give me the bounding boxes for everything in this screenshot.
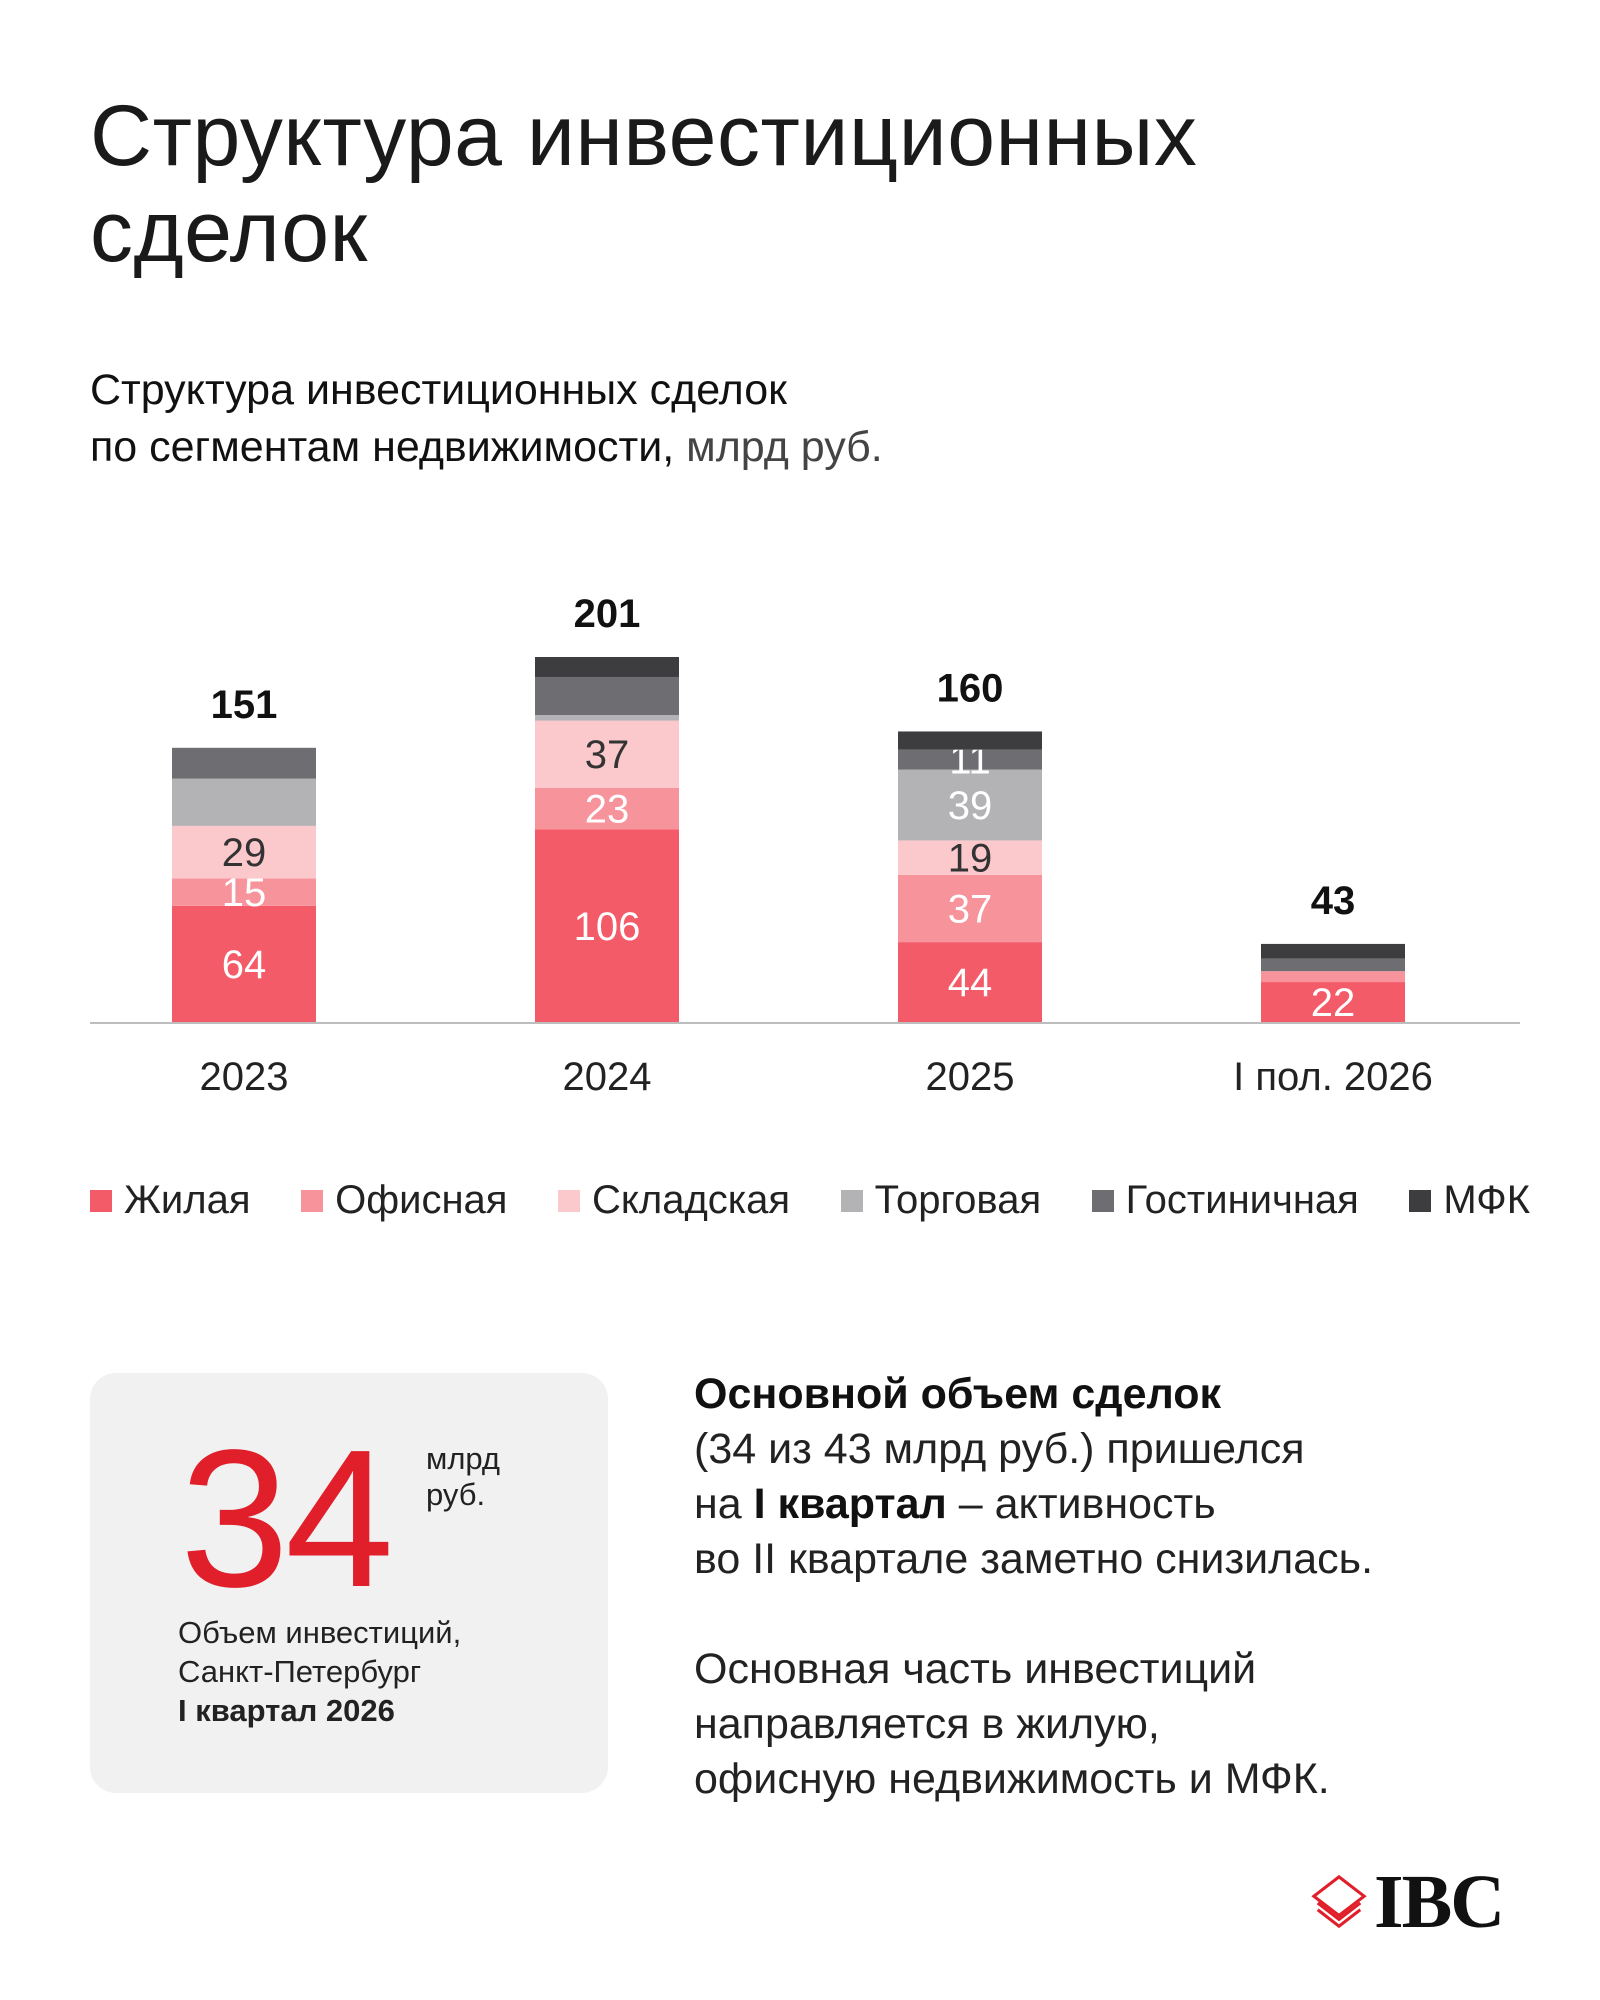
- summary-p1-line2: (34 из 43 млрд руб.) пришелся: [694, 1425, 1305, 1473]
- legend-item: Складская: [558, 1178, 790, 1223]
- legend-swatch: [558, 1189, 581, 1212]
- legend-label: Жилая: [124, 1178, 251, 1222]
- stat-card: 34 млрд руб. Объем инвестиций, Санкт-Пет…: [90, 1373, 608, 1793]
- stacked-bar-chart: 6415291512023106233720120244437193911160…: [90, 592, 1520, 1099]
- legend-swatch: [301, 1189, 324, 1212]
- legend-swatch: [1091, 1189, 1114, 1212]
- bar-segment: [898, 731, 1042, 750]
- logo-text: IBC: [1374, 1860, 1505, 1944]
- segment-value-label: 106: [574, 905, 641, 949]
- bar-segment: [535, 715, 679, 721]
- chart-legend: Жилая Офисная Складская Торговая Гостиничная…: [90, 1178, 1530, 1223]
- chart-title-line2: по сегментам недвижимости,: [90, 423, 675, 471]
- bar-segment: [172, 747, 316, 779]
- bar-segment: [535, 829, 679, 1022]
- category-label: 2024: [563, 1055, 652, 1099]
- summary-p1-line3-pre: на: [694, 1480, 754, 1528]
- bar-segment: [535, 657, 679, 677]
- ibc-layers-icon: [1311, 1874, 1367, 1929]
- summary-p1-line3-post: – активность: [946, 1480, 1216, 1528]
- summary-p1-line3-bold: I квартал: [753, 1480, 947, 1528]
- bar-segment: [1261, 958, 1405, 972]
- segment-value-label: 23: [585, 788, 630, 832]
- category-label: 2025: [926, 1055, 1015, 1099]
- summary-paragraph-1: Основной объем сделок (34 из 43 млрд руб…: [694, 1367, 1554, 1587]
- page-title-line2: сделок: [90, 184, 368, 280]
- stat-desc-line1: Объем инвестиций,: [178, 1615, 462, 1650]
- bar-total-label: 160: [937, 666, 1004, 710]
- legend-item: Офисная: [301, 1178, 507, 1223]
- stat-desc-line3: I квартал 2026: [178, 1693, 395, 1728]
- stat-unit-line2: руб.: [426, 1477, 486, 1512]
- page-title-line1: Структура инвестиционных: [90, 88, 1198, 184]
- bar-segment: [1261, 943, 1405, 959]
- bar-segment: [535, 787, 679, 830]
- bar-segment: [172, 778, 316, 826]
- bar-segment: [535, 676, 679, 716]
- bar-segment: [898, 840, 1042, 875]
- stat-value: 34: [180, 1409, 394, 1628]
- legend-label: Складская: [592, 1178, 791, 1222]
- segment-value-label: 37: [948, 888, 993, 932]
- bar-segment: [898, 749, 1042, 770]
- legend-label: Торговая: [874, 1178, 1042, 1222]
- stat-desc-line2: Санкт-Петербург: [178, 1654, 422, 1689]
- legend-swatch: [840, 1189, 863, 1212]
- stat-unit: млрд руб.: [426, 1441, 586, 1513]
- legend-item: МФК: [1409, 1178, 1530, 1223]
- bar-segment: [172, 878, 316, 906]
- stat-description: Объем инвестиций, Санкт-Петербург I квар…: [178, 1613, 598, 1730]
- category-label: I пол. 2026: [1233, 1055, 1433, 1099]
- segment-value-label: 64: [222, 943, 267, 987]
- stat-unit-line1: млрд: [426, 1441, 501, 1476]
- segment-value-label: 44: [948, 961, 993, 1005]
- segment-value-label: 22: [1311, 981, 1356, 1025]
- segment-value-label: 19: [948, 837, 993, 881]
- ibc-logo: IBC: [1310, 1862, 1530, 1942]
- bar-segment: [898, 769, 1042, 841]
- legend-swatch: [1409, 1189, 1432, 1212]
- segment-value-label: 39: [948, 784, 993, 828]
- summary-p1-line4: во II квартале заметно снизилась.: [694, 1535, 1374, 1583]
- summary-p2-line2: направляется в жилую,: [694, 1700, 1160, 1748]
- bar-segment: [535, 720, 679, 788]
- chart-title: Структура инвестиционных сделок по сегме…: [90, 362, 1530, 476]
- summary-text: Основной объем сделок (34 из 43 млрд руб…: [694, 1367, 1554, 1807]
- summary-p2-line1: Основная часть инвестиций: [694, 1645, 1257, 1693]
- bar-total-label: 151: [211, 683, 278, 727]
- bar-total-label: 43: [1311, 879, 1356, 923]
- legend-swatch: [90, 1189, 112, 1212]
- bar-segment: [898, 942, 1042, 1022]
- bar-segment: [898, 874, 1042, 943]
- chart-title-line1: Структура инвестиционных сделок: [90, 366, 787, 414]
- category-label: 2023: [200, 1055, 289, 1099]
- chart-title-unit: млрд руб.: [674, 423, 883, 471]
- summary-p1-bold: Основной объем сделок: [694, 1370, 1222, 1418]
- bar-segment: [172, 825, 316, 879]
- segment-value-label: 37: [585, 733, 630, 777]
- bar-total-label: 201: [574, 592, 641, 636]
- legend-label: МФК: [1443, 1178, 1530, 1222]
- bar-segment: [172, 905, 316, 1022]
- summary-p2-line3: офисную недвижимость и МФК.: [694, 1755, 1330, 1803]
- legend-item: Торговая: [840, 1178, 1042, 1223]
- summary-paragraph-2: Основная часть инвестиций направляется в…: [694, 1642, 1554, 1807]
- legend-label: Гостиничная: [1125, 1178, 1359, 1222]
- bar-segment: [1261, 971, 1405, 983]
- legend-item: Жилая: [90, 1178, 251, 1223]
- page-title: Структура инвестиционных сделок: [90, 88, 1530, 280]
- segment-value-label: 29: [222, 831, 267, 875]
- legend-label: Офисная: [335, 1178, 508, 1222]
- bar-segment: [1261, 982, 1405, 1022]
- legend-item: Гостиничная: [1091, 1178, 1359, 1223]
